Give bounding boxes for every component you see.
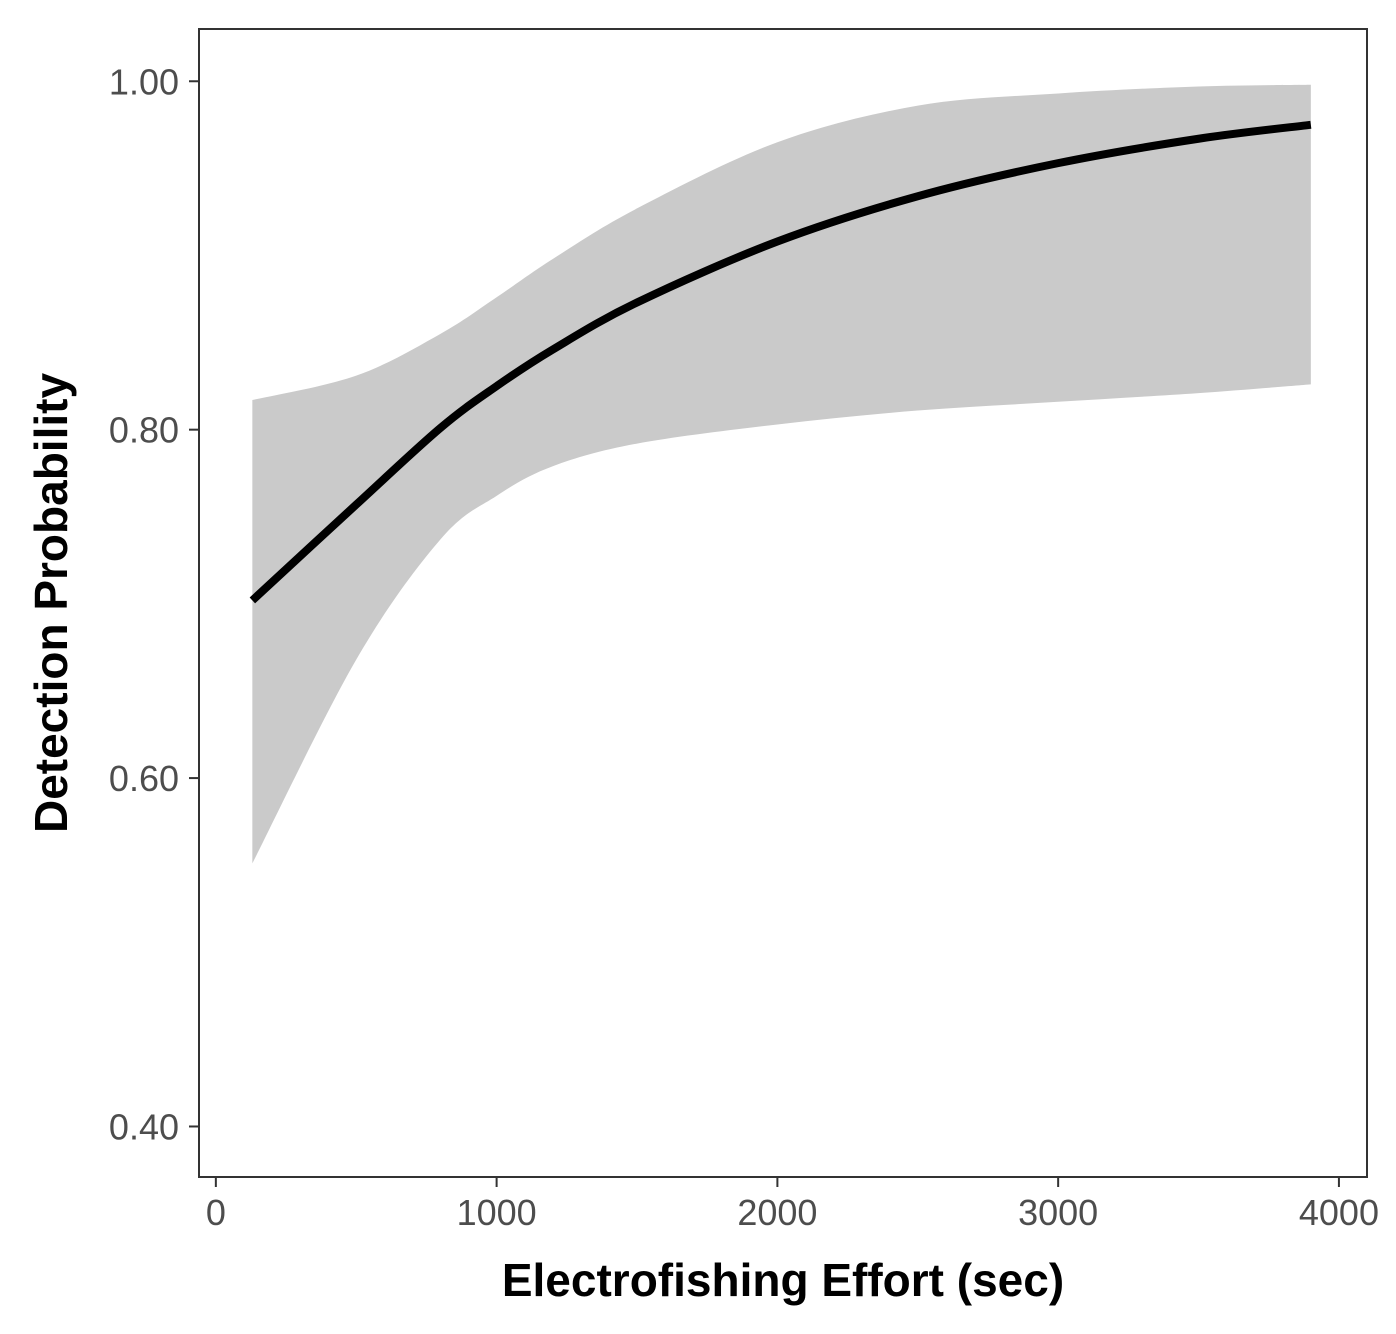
x-tick-label: 2000 (737, 1192, 817, 1233)
panel-border (198, 28, 1368, 1178)
y-tick-label: 0.80 (109, 410, 179, 451)
y-axis-title: Detection Probability (25, 373, 77, 833)
y-axis: 0.40 0.60 0.80 1.00 (109, 61, 199, 1147)
x-axis-title: Electrofishing Effort (sec) (502, 1254, 1064, 1306)
x-tick-label: 0 (206, 1192, 226, 1233)
x-tick-label: 1000 (457, 1192, 537, 1233)
fit-line-0 (249, 120, 1312, 604)
x-tick-label: 4000 (1299, 1192, 1379, 1233)
y-tick-label: 0.40 (109, 1106, 179, 1147)
fit-line-layer (249, 120, 1312, 604)
confidence-band-0 (252, 84, 1311, 864)
x-tick-label: 3000 (1018, 1192, 1098, 1233)
y-tick-label: 0.60 (109, 758, 179, 799)
x-axis: 0 1000 2000 3000 4000 (206, 1177, 1379, 1233)
confidence-band-layer (252, 84, 1311, 864)
y-tick-label: 1.00 (109, 61, 179, 102)
